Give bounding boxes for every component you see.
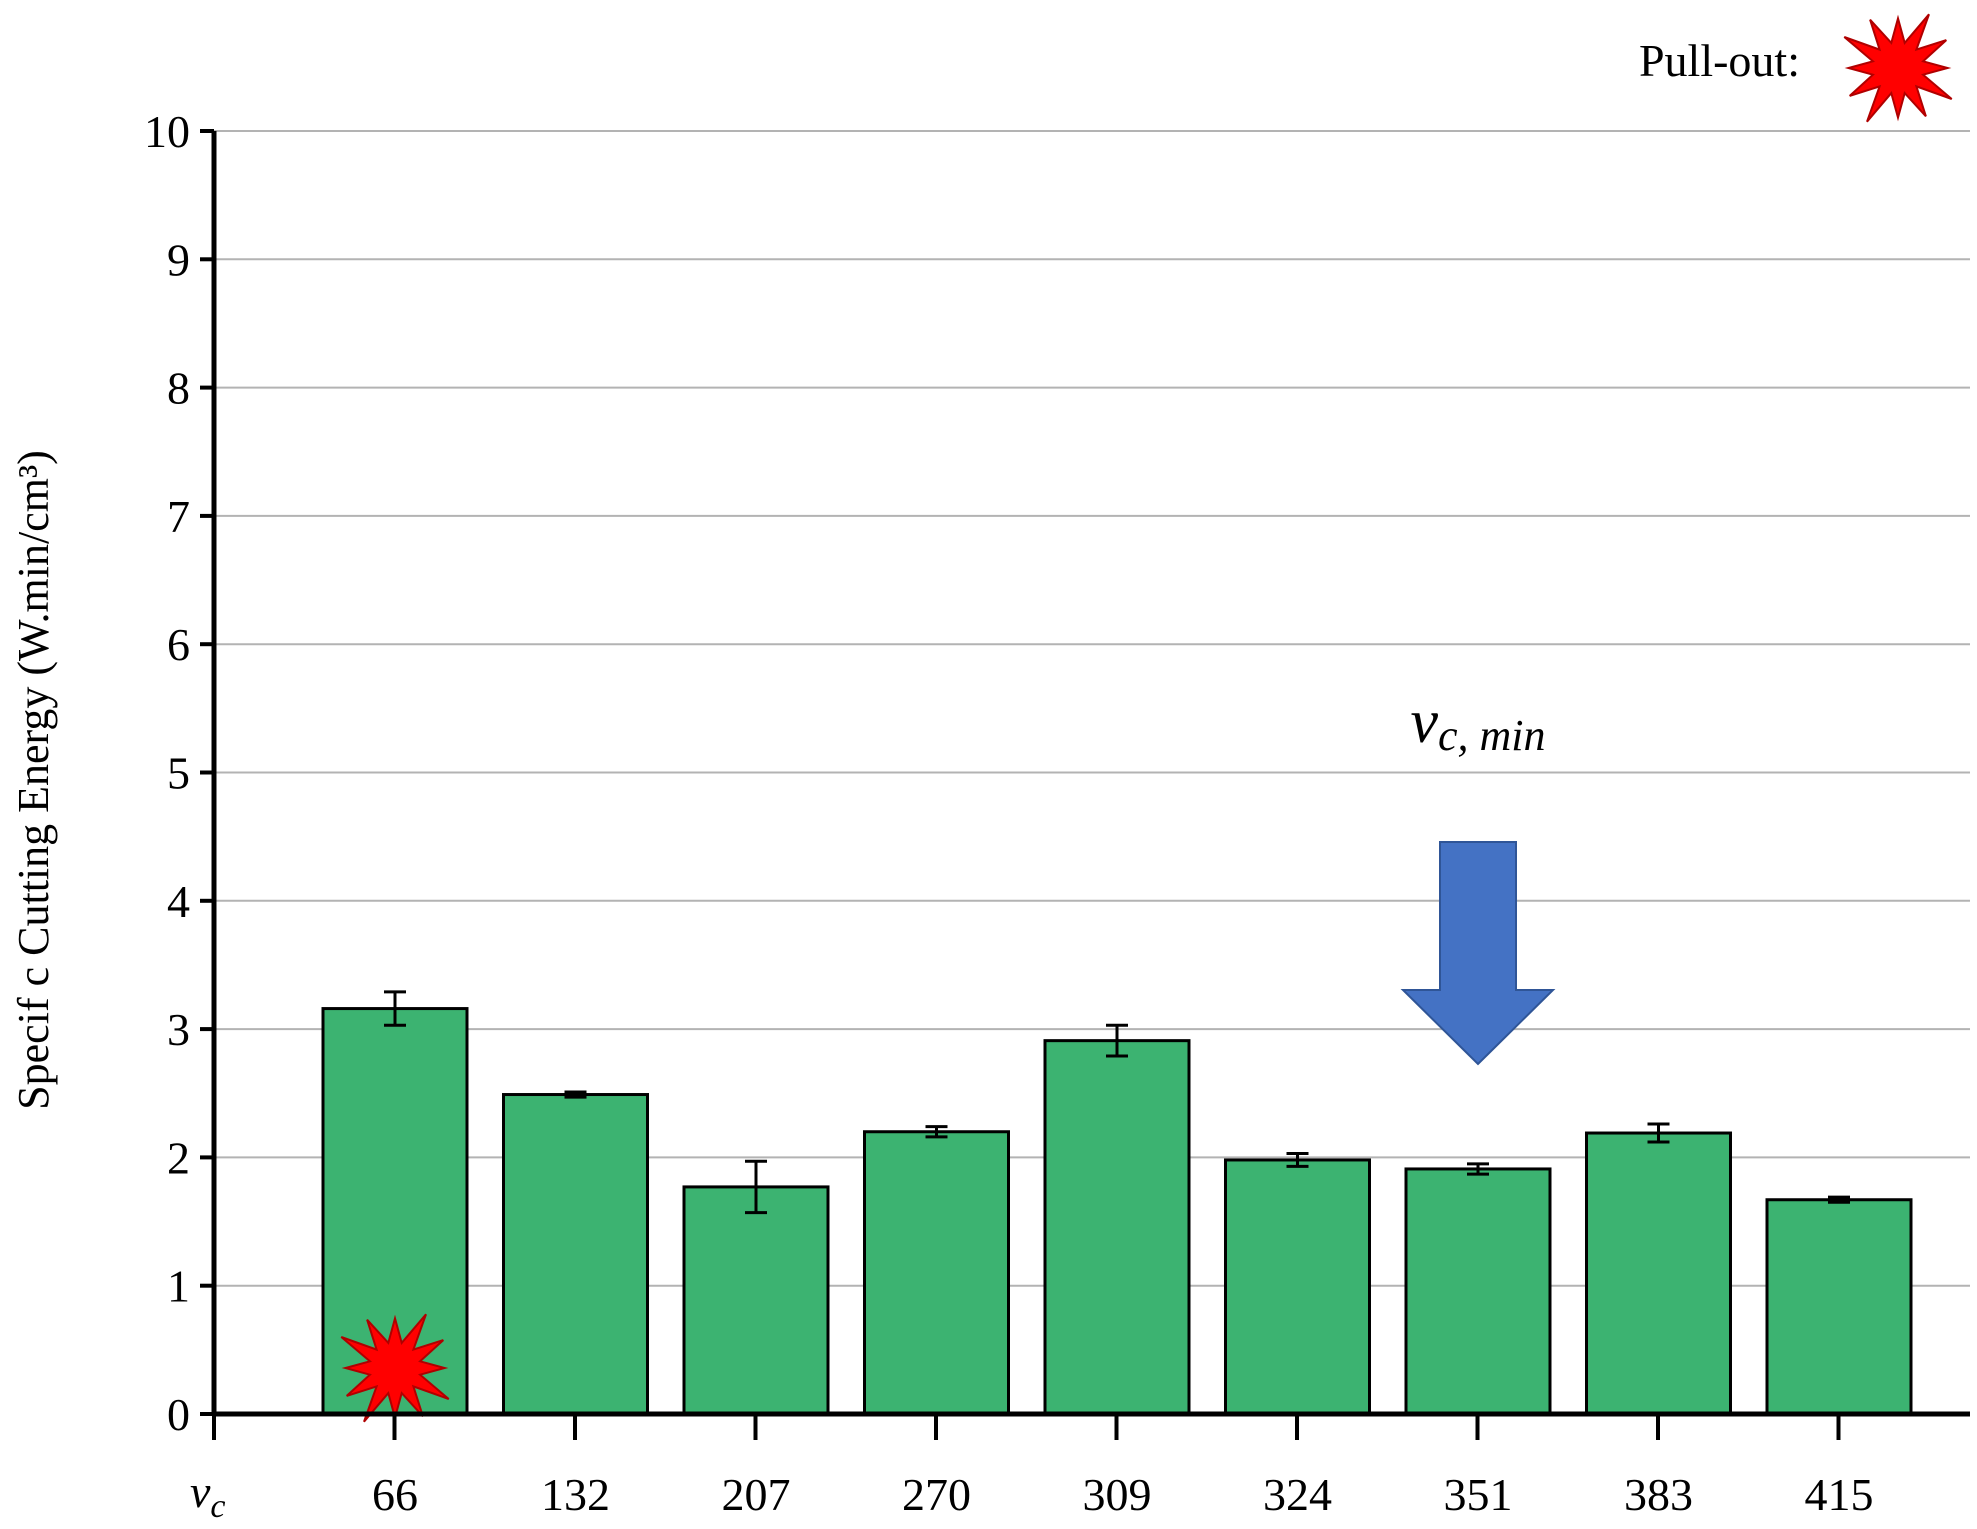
- x-tick-label: 415: [1805, 1469, 1874, 1520]
- x-tick-label: 383: [1624, 1469, 1693, 1520]
- x-tick-label: 132: [541, 1469, 610, 1520]
- bar: [1043, 1039, 1191, 1416]
- bar: [1404, 1167, 1552, 1416]
- y-tick-label: 1: [167, 1261, 190, 1312]
- vc-min-annotation: vc, min: [1400, 688, 1556, 1066]
- x-axis-label-main: v: [190, 1466, 211, 1517]
- y-tick-label: 3: [167, 1004, 190, 1055]
- legend-label: Pull-out:: [1639, 35, 1800, 86]
- y-tick-label: 7: [167, 491, 190, 542]
- down-arrow-icon: [1400, 841, 1556, 1066]
- y-tick-label: 5: [167, 748, 190, 799]
- y-tick-label: 2: [167, 1132, 190, 1183]
- bar: [502, 1093, 649, 1416]
- x-tick-label: 207: [722, 1469, 791, 1520]
- error-bars: [384, 990, 1850, 1215]
- vc-min-label-main: v: [1410, 688, 1438, 756]
- y-tick-label: 0: [167, 1389, 190, 1440]
- y-tick-labels: 0 1 2 3 4 5 6 7 8 9 10: [144, 106, 190, 1440]
- starburst-icon: [1843, 13, 1953, 123]
- x-tick-label: 351: [1444, 1469, 1513, 1520]
- x-axis-label-sub: c: [210, 1488, 225, 1525]
- x-tick-label: 66: [372, 1469, 418, 1520]
- y-tick-label: 9: [167, 234, 190, 285]
- y-tick-label: 8: [167, 363, 190, 414]
- bar: [1224, 1158, 1371, 1416]
- bar: [863, 1130, 1010, 1416]
- y-tick-label: 10: [144, 106, 190, 157]
- y-axis-label: Specif c Cutting Energy (W.min/cm³): [9, 450, 58, 1110]
- y-tick-label: 6: [167, 619, 190, 670]
- x-tick-label: 324: [1263, 1469, 1332, 1520]
- bar: [1765, 1198, 1913, 1416]
- axes: [200, 129, 1970, 1440]
- bar: [1585, 1131, 1732, 1416]
- y-tick-label: 4: [167, 876, 190, 927]
- vc-min-label-sub: c, min: [1438, 711, 1546, 760]
- bar: [682, 1185, 830, 1416]
- x-axis-label: vc: [190, 1466, 226, 1525]
- vc-min-label: vc, min: [1410, 688, 1545, 760]
- x-tick-label: 309: [1083, 1469, 1152, 1520]
- legend: Pull-out:: [1639, 13, 1953, 123]
- x-tick-label: 270: [902, 1469, 971, 1520]
- bars: [321, 1007, 1913, 1416]
- x-tick-labels: 66 132 207 270 309 324 351 383 415: [372, 1469, 1874, 1520]
